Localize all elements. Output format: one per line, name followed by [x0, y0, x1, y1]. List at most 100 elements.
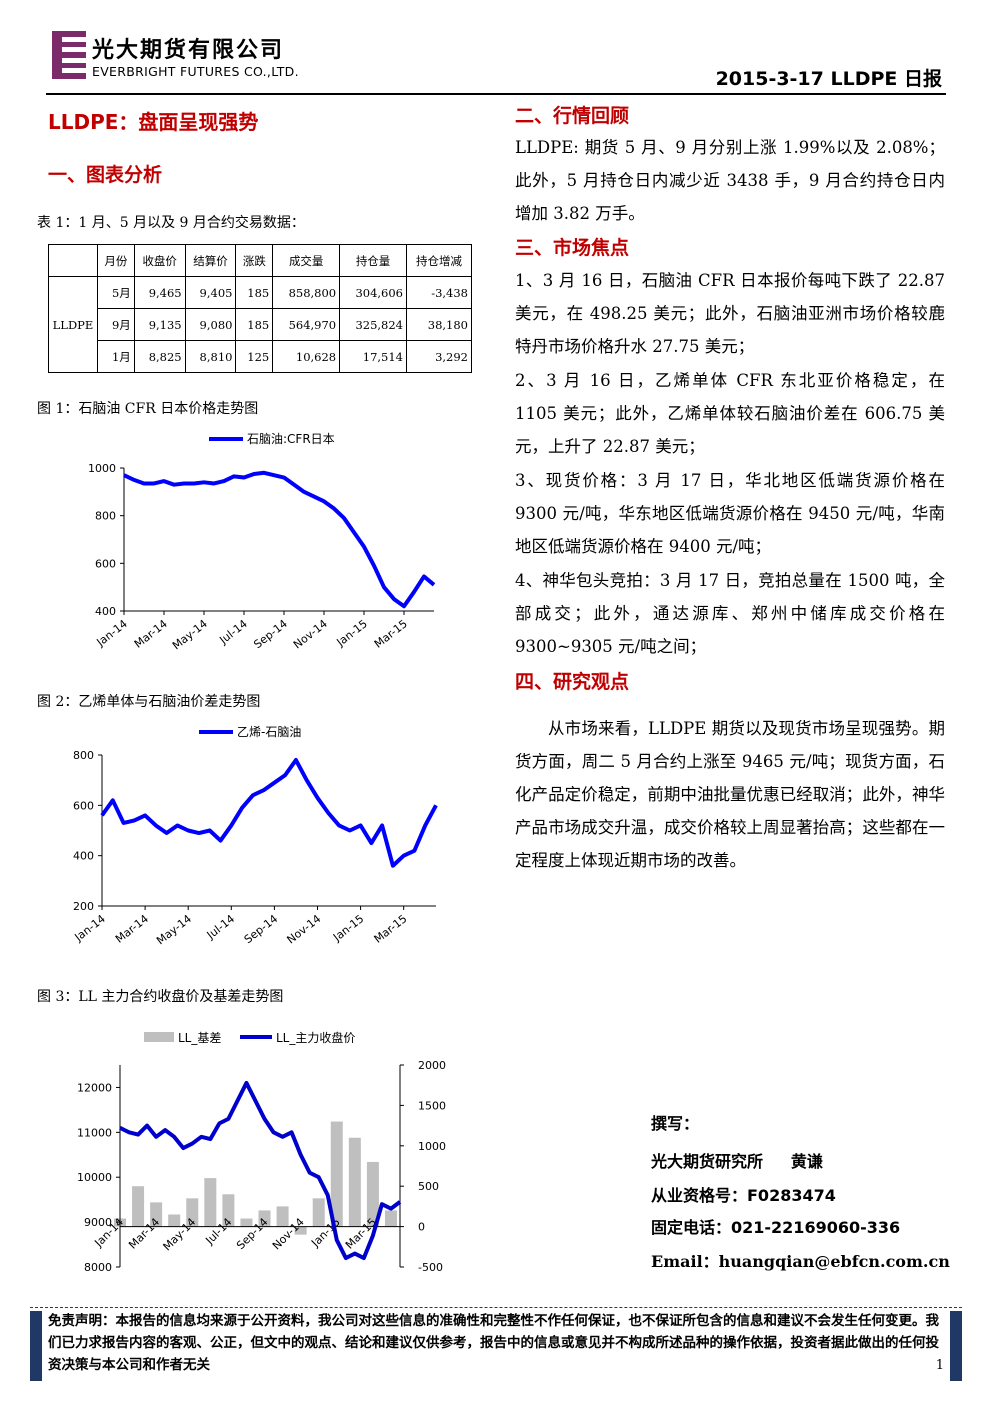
price-line — [119, 1080, 402, 1261]
section-4-title: 四、研究观点 — [515, 671, 630, 693]
section-1-title: 一、图表分析 — [48, 164, 163, 186]
header-divider — [46, 93, 946, 95]
table-cell: 5月 — [97, 276, 135, 309]
basis-bar — [366, 1161, 379, 1227]
left-y-tick-label: 12000 — [77, 1081, 112, 1094]
table-cell: -3,438 — [406, 276, 472, 309]
right-y-tick-label: 1000 — [418, 1140, 446, 1153]
company-name-cn: 光大期货有限公司 — [92, 38, 285, 63]
section-2-title: 二、行情回顾 — [515, 105, 630, 127]
basis-bar — [276, 1206, 289, 1227]
author-cert: 从业资格号：F0283474 — [651, 1186, 836, 1205]
section-3-item-4: 4、神华包头竞拍：3 月 17 日，竞拍总量在 1500 吨，全部成交；此外，通… — [515, 571, 945, 656]
left-y-tick-label: 8000 — [84, 1261, 112, 1274]
main-title: LLDPE：盘面呈现强势 — [48, 110, 259, 134]
table-cell: 125 — [235, 340, 274, 373]
basis-bar — [150, 1202, 163, 1227]
x-tick-label: Jan-14 — [94, 617, 130, 649]
basis-bar — [348, 1137, 361, 1227]
figure-3-caption: 图 3：LL 主力合约收盘价及基差走势图 — [37, 989, 284, 1005]
x-tick-label: Mar-15 — [372, 912, 410, 946]
author-label: 撰写： — [651, 1114, 700, 1133]
report-date-title: 2015-3-17 LLDPE 日报 — [715, 68, 942, 90]
y-tick-label: 200 — [73, 900, 94, 913]
table-corner-cell — [48, 244, 98, 277]
right-y-tick-label: 2000 — [418, 1059, 446, 1072]
trade-data-table: 月份 收盘价 结算价 涨跌 成交量 持仓量 持仓增减 LLDPE 5月 9,46… — [48, 244, 472, 373]
left-y-tick-label: 11000 — [77, 1126, 112, 1139]
disclaimer-text: 免责声明：本报告的信息均来源于公开资料，我公司对这些信息的准确性和完整性不作任何… — [48, 1313, 939, 1373]
basis-bar — [132, 1186, 145, 1227]
table-cell: 8,825 — [133, 340, 186, 373]
section-3-item-2: 2、3 月 16 日，乙烯单体 CFR 东北亚价格稳定，在 1105 美元；此外… — [515, 371, 945, 456]
series-line — [123, 470, 436, 609]
table-cell: 304,606 — [339, 276, 407, 309]
legend-label-basis: LL_基差 — [178, 1031, 221, 1045]
product-cell: LLDPE — [48, 276, 98, 373]
section-3-title: 三、市场焦点 — [515, 237, 630, 259]
legend-label: 乙烯-石脑油 — [237, 725, 301, 739]
ll-price-basis-chart: 8000 9000 10000 11000 12000 -500 0 500 1000 1500 2… — [77, 1030, 446, 1274]
table-header-row: 月份 收盘价 结算价 涨跌 成交量 持仓量 持仓增减 — [48, 244, 472, 277]
table-cell: 3,292 — [406, 340, 472, 373]
footer-right-bar — [950, 1311, 962, 1381]
legend-swatch-basis — [144, 1032, 174, 1042]
company-name-en: EVERBRIGHT FUTURES CO.,LTD. — [92, 64, 299, 79]
author-org: 光大期货研究所 黄谦 — [651, 1152, 823, 1171]
table-cell: 325,824 — [339, 308, 407, 341]
y-tick-label: 600 — [95, 557, 116, 570]
x-tick-label: Jul-14 — [204, 912, 237, 942]
company-logo — [52, 31, 86, 79]
x-tick-label: May-14 — [154, 912, 194, 947]
figure-2-caption: 图 2：乙烯单体与石脑油价差走势图 — [37, 694, 261, 710]
footer-left-bar — [30, 1311, 42, 1381]
col-header: 结算价 — [184, 244, 237, 277]
y-tick-label: 1000 — [88, 462, 116, 475]
table-cell: 1月 — [97, 340, 135, 373]
y-tick-label: 800 — [95, 510, 116, 523]
table-cell: 185 — [235, 276, 274, 309]
table-cell: 8,810 — [184, 340, 237, 373]
table-cell: 10,628 — [272, 340, 341, 373]
x-tick-label: Jan-14 — [72, 912, 108, 944]
y-tick-label: 800 — [73, 749, 94, 762]
col-header: 月份 — [97, 244, 135, 277]
legend-label: 石脑油:CFR日本 — [247, 432, 335, 446]
table-cell: 858,800 — [272, 276, 341, 309]
x-tick-label: Sep-14 — [251, 617, 290, 651]
basis-bar — [222, 1194, 235, 1227]
series-line — [100, 758, 438, 868]
col-header: 持仓量 — [339, 244, 407, 277]
table-cell: 38,180 — [406, 308, 472, 341]
basis-bar — [384, 1210, 397, 1227]
table-caption: 表 1：1 月、5 月以及 9 月合约交易数据： — [37, 215, 305, 231]
section-4-text: 从市场来看，LLDPE 期货以及现货市场呈现强势。期货方面，周二 5 月合约上涨… — [515, 719, 945, 870]
basis-bar — [330, 1121, 343, 1227]
col-header: 持仓增减 — [406, 244, 472, 277]
author-phone: 固定电话：021-22169060-336 — [651, 1218, 901, 1237]
basis-bar — [312, 1198, 325, 1227]
table-row: 1月 8,825 8,810 125 10,628 17,514 3,292 — [49, 340, 472, 373]
basis-bar — [204, 1178, 217, 1227]
x-tick-label: Mar-14 — [126, 1216, 162, 1252]
table-cell: 9,465 — [133, 276, 186, 309]
section-3-item-3: 3、现货价格：3 月 17 日，华北地区低端货源价格在 9300 元/吨，华东地… — [515, 471, 945, 556]
table-cell: 185 — [235, 308, 274, 341]
basis-bar — [240, 1218, 253, 1227]
basis-bar — [294, 1226, 307, 1235]
figure-1-caption: 图 1：石脑油 CFR 日本价格走势图 — [37, 401, 259, 417]
x-tick-label: May-14 — [170, 617, 210, 652]
table-cell: 17,514 — [339, 340, 407, 373]
right-y-tick-label: 500 — [418, 1180, 439, 1193]
x-tick-label: Jul-14 — [216, 617, 249, 647]
basis-bar — [186, 1198, 199, 1227]
x-tick-label: Jan-15 — [334, 617, 370, 649]
right-y-tick-label: 1500 — [418, 1099, 446, 1112]
col-header: 成交量 — [272, 244, 341, 277]
table-cell: 9月 — [97, 308, 135, 341]
author-email[interactable]: Email：huangqian@ebfcn.com.cn — [651, 1252, 950, 1271]
y-tick-label: 600 — [73, 799, 94, 812]
col-header: 收盘价 — [133, 244, 186, 277]
table-row: 9月 9,135 9,080 185 564,970 325,824 38,18… — [49, 308, 472, 341]
basis-bar — [168, 1214, 181, 1227]
